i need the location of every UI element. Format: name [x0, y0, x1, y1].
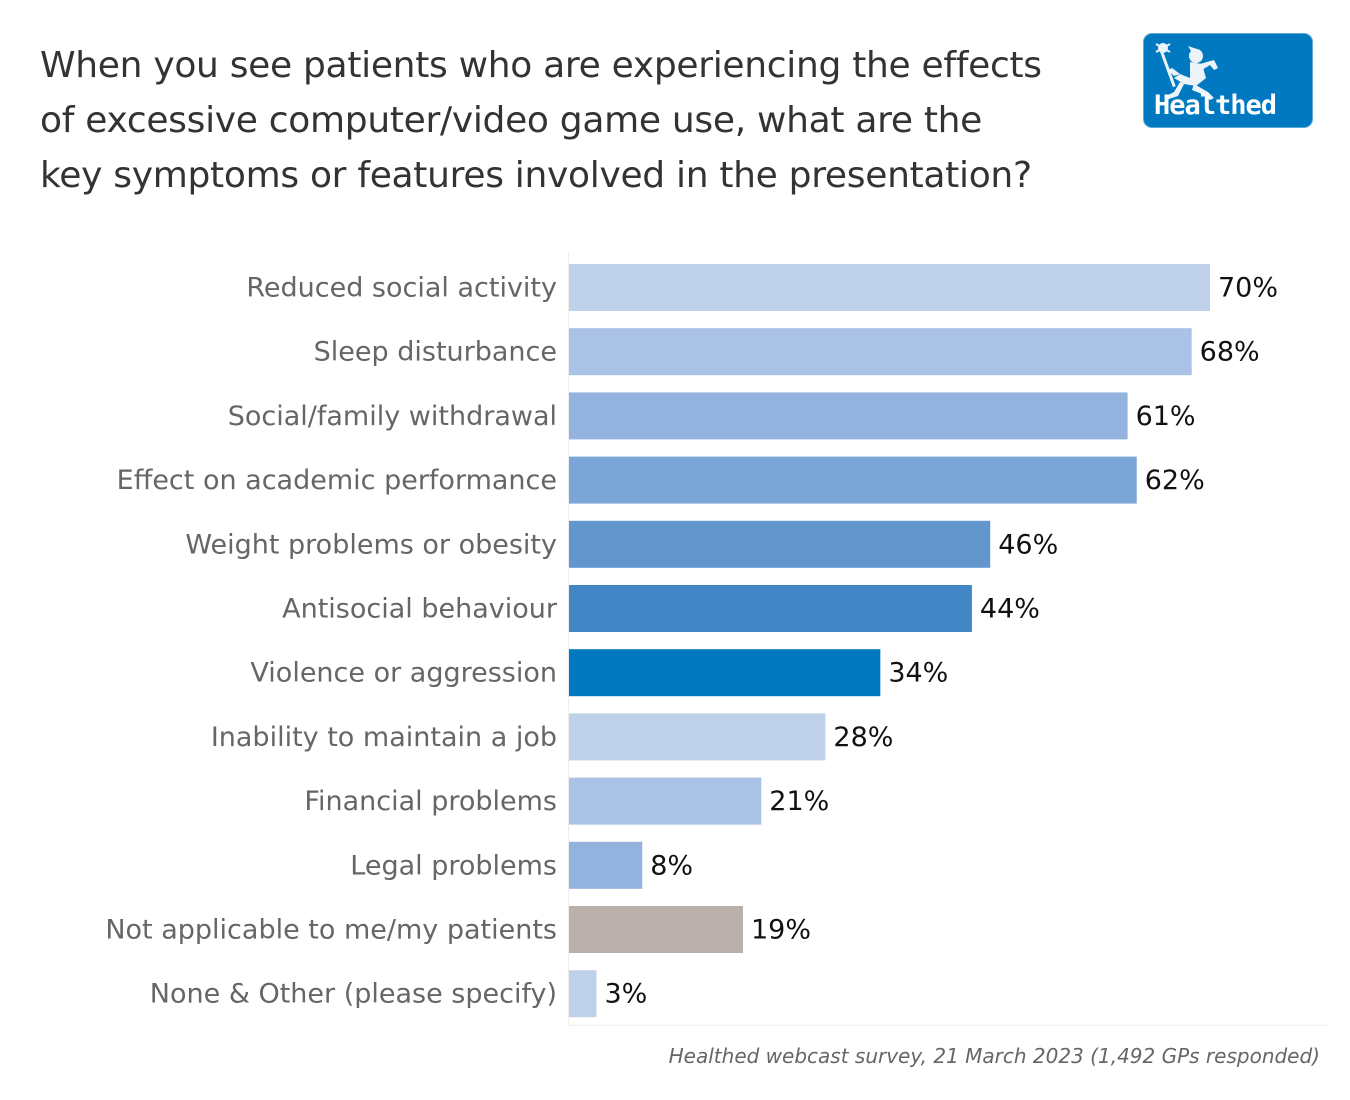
- bar-2: [569, 392, 1128, 440]
- value-label: 70%: [1218, 273, 1278, 304]
- value-label: 21%: [769, 786, 829, 817]
- value-label: 8%: [650, 850, 693, 881]
- category-label: Antisocial behaviour: [282, 594, 558, 625]
- bar-chart: Reduced social activity Sleep disturbance…: [105, 252, 1327, 1027]
- bar-0: [569, 264, 1210, 311]
- chart-title: When you see patients who are experienci…: [40, 38, 1120, 203]
- category-label: Financial problems: [304, 786, 557, 817]
- bar-4: [569, 520, 991, 568]
- value-label: 46%: [998, 529, 1058, 560]
- category-label: Social/family withdrawal: [228, 401, 557, 432]
- category-label: Weight problems or obesity: [185, 529, 557, 560]
- title-line-2: of excessive computer/video game use, wh…: [40, 100, 983, 141]
- logo-text: Healthed: [1154, 90, 1277, 121]
- healthed-logo: Healthed: [1143, 33, 1313, 128]
- value-label: 61%: [1136, 401, 1196, 432]
- title-line-1: When you see patients who are experienci…: [40, 45, 1042, 86]
- value-label: 68%: [1200, 337, 1260, 368]
- category-label: Inability to maintain a job: [211, 722, 557, 753]
- bar-10: [569, 906, 743, 953]
- bar-6: [569, 649, 881, 697]
- category-label: Not applicable to me/my patients: [105, 915, 557, 946]
- category-label: Violence or aggression: [250, 658, 557, 689]
- value-label: 28%: [833, 722, 893, 753]
- bar-7: [569, 713, 826, 761]
- bar-9: [569, 841, 643, 889]
- title-line-3: key symptoms or features involved in the…: [40, 155, 1032, 196]
- bar-11: [569, 970, 597, 1018]
- category-label: Legal problems: [350, 850, 557, 881]
- value-label: 62%: [1145, 465, 1205, 496]
- value-label: 34%: [888, 658, 948, 689]
- bar-5: [569, 585, 972, 632]
- value-label: 19%: [751, 915, 811, 946]
- hermes-runner-icon: [1155, 43, 1218, 100]
- category-label: Sleep disturbance: [314, 337, 557, 368]
- value-label: 3%: [604, 979, 647, 1010]
- bar-1: [569, 328, 1192, 376]
- category-label: Effect on academic performance: [117, 465, 557, 496]
- bar-3: [569, 456, 1137, 504]
- category-label: Reduced social activity: [246, 273, 557, 304]
- source-footnote: Healthed webcast survey, 21 March 2023 (…: [668, 1044, 1320, 1068]
- bar-8: [569, 777, 762, 825]
- category-label: None & Other (please specify): [150, 979, 557, 1010]
- value-label: 44%: [980, 594, 1040, 625]
